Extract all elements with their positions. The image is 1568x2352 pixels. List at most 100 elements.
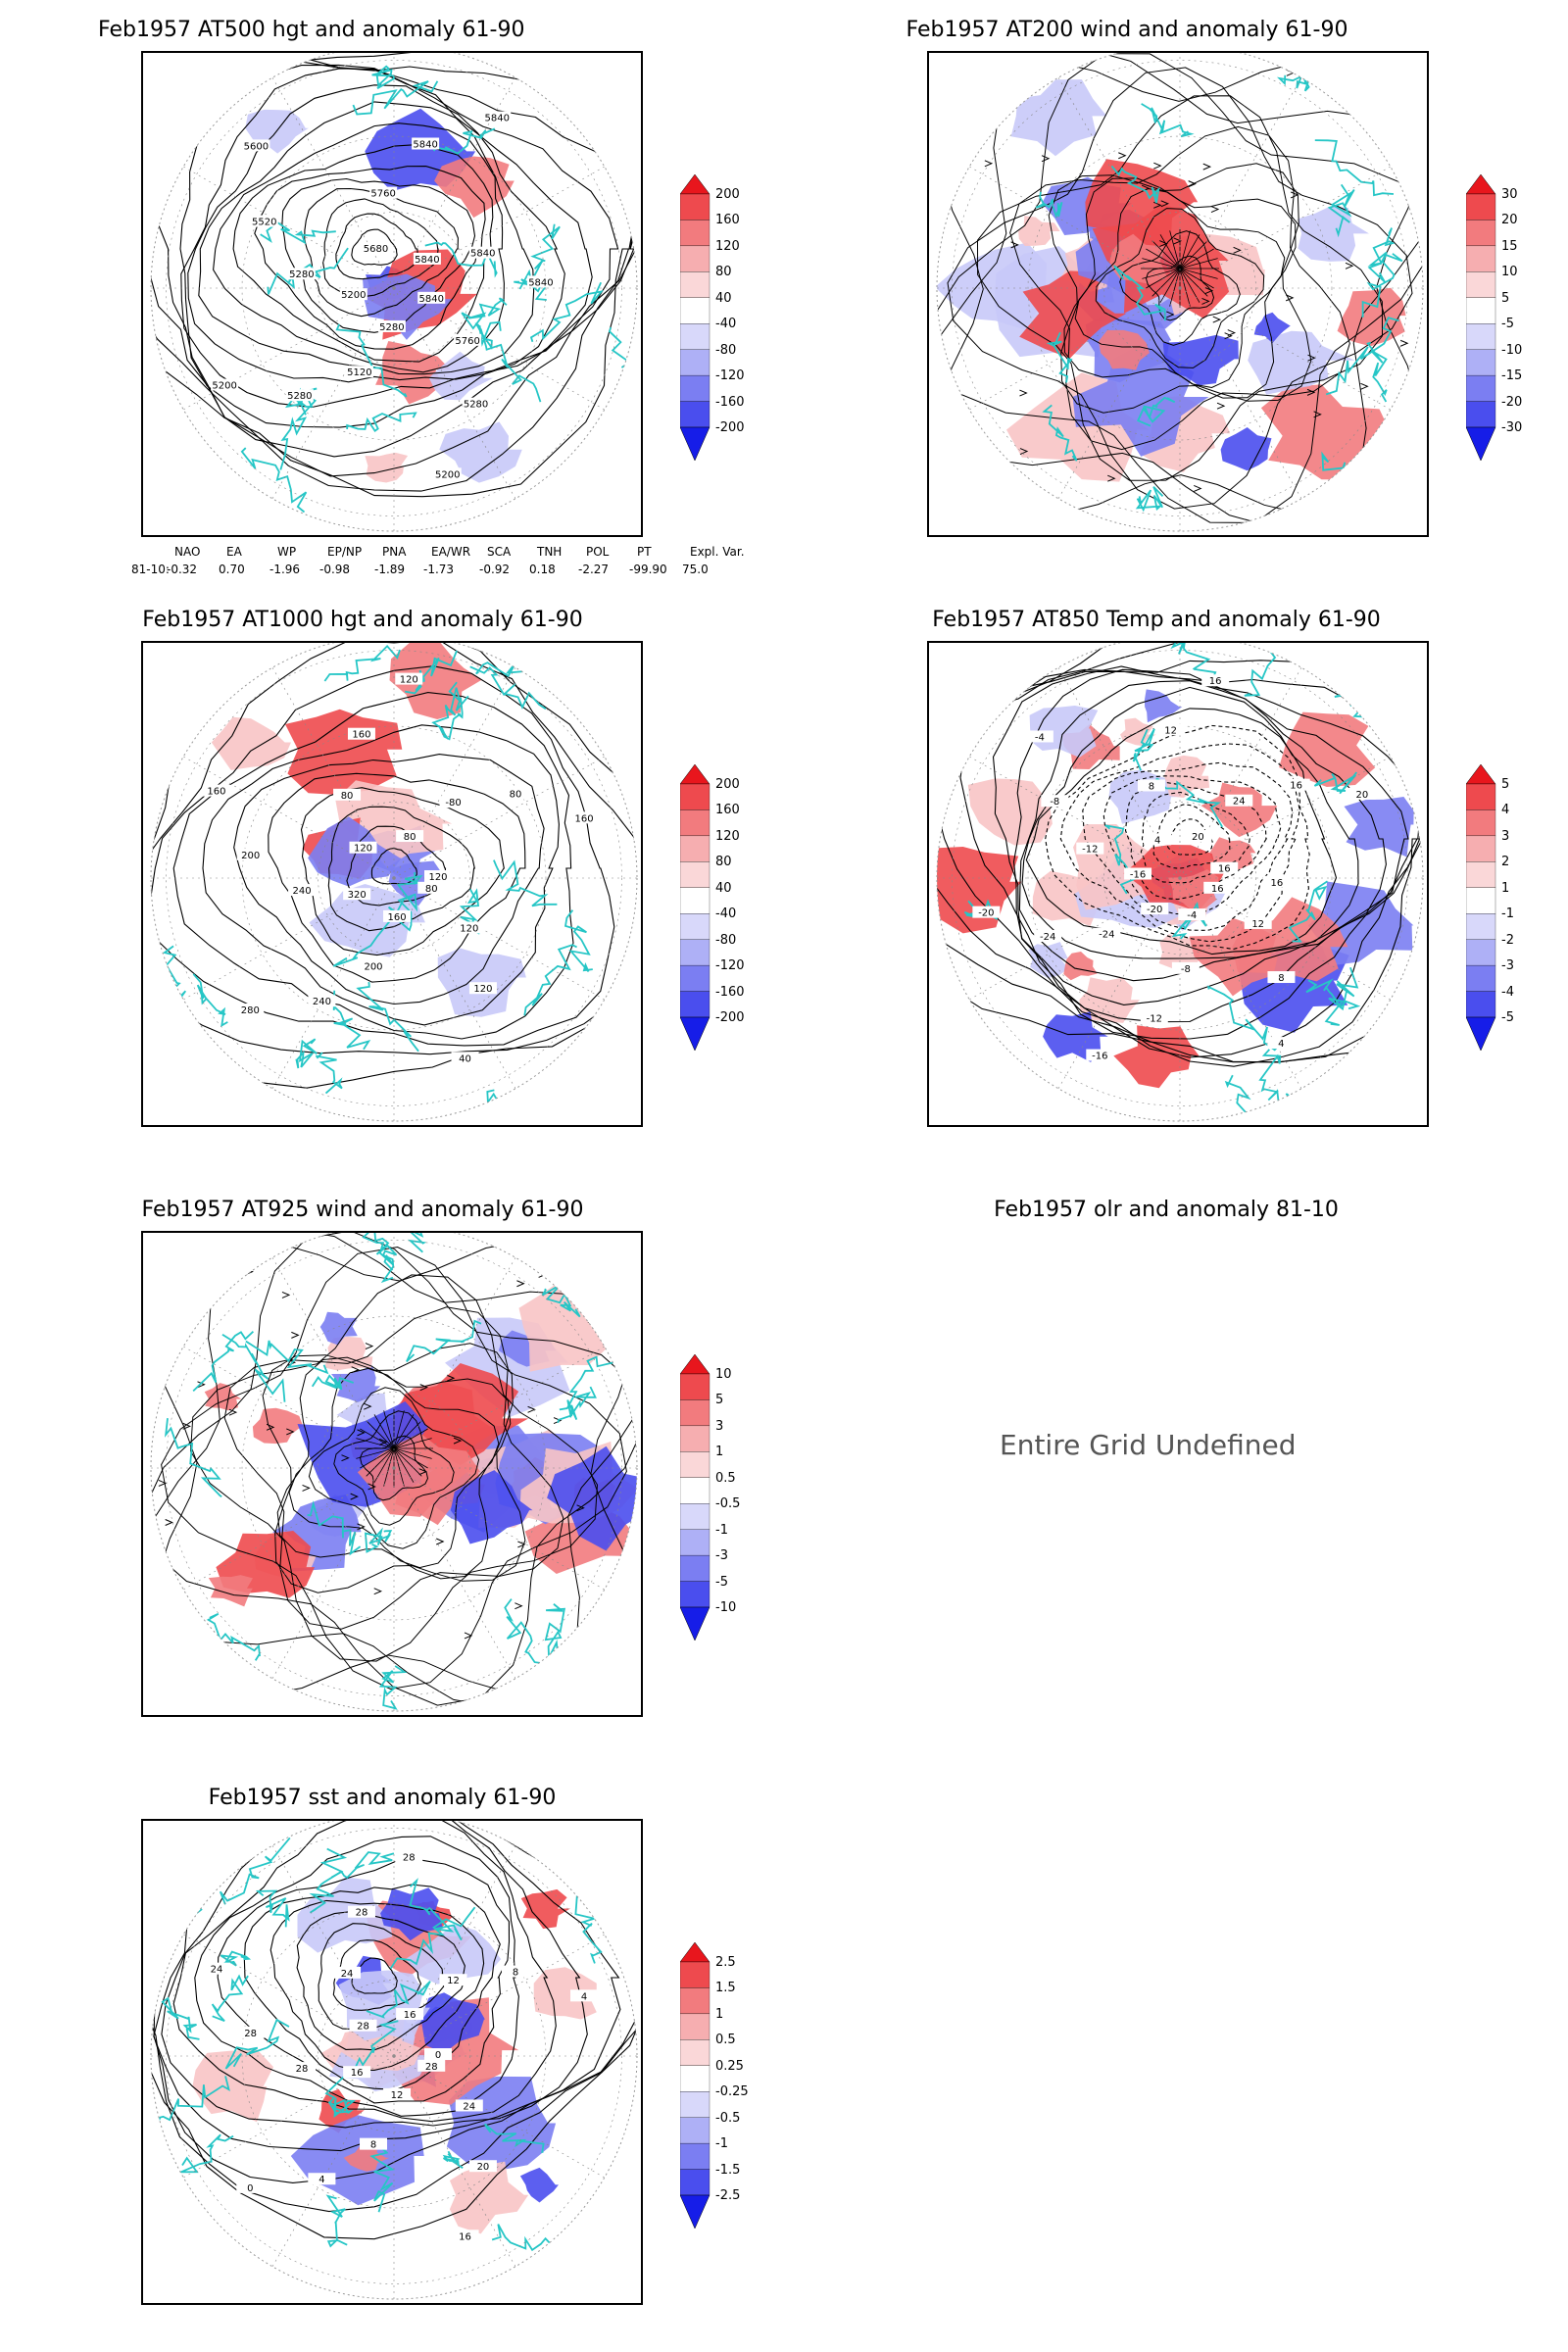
wind-arrow — [1019, 389, 1028, 397]
streamline — [1179, 230, 1191, 270]
wind-arrow — [350, 1493, 359, 1500]
wind-arrow — [446, 1374, 456, 1382]
contour-label: 12 — [1251, 919, 1264, 930]
colorbar-label: -80 — [715, 932, 737, 948]
coastline — [162, 945, 187, 1013]
colorbar-label: -40 — [715, 906, 737, 922]
streamline — [1119, 230, 1241, 346]
contour-label: 8 — [1149, 781, 1154, 792]
wind-arrow — [587, 1315, 597, 1323]
contour-line — [1059, 743, 1300, 943]
coastline — [405, 650, 458, 695]
contour-label-bg — [362, 242, 390, 255]
contour-label-bg — [288, 884, 317, 897]
coastline — [378, 1665, 408, 1710]
colorbar-label: -160 — [715, 984, 745, 1000]
wind-arrow — [419, 1384, 429, 1392]
streamline — [1179, 268, 1191, 307]
contour-label: 8 — [370, 2140, 376, 2151]
positive-anomaly — [1063, 952, 1098, 981]
positive-anomaly — [375, 341, 451, 405]
contour-label-bg — [343, 2066, 371, 2079]
contour-label: 16 — [351, 2068, 364, 2079]
wind-arrow — [1227, 329, 1237, 337]
contour-line — [151, 1821, 637, 2240]
colorbar-label: 1 — [715, 1445, 724, 1460]
colorbar: 10 5 3 1 0.5 -0.5 -1 -3 -5 -10 — [680, 1352, 768, 1642]
coastline — [219, 1837, 291, 1905]
contour-label-bg — [288, 2062, 317, 2075]
streamline — [1179, 268, 1218, 279]
positive-anomaly — [937, 847, 1022, 934]
colorbar-label: -5 — [1501, 317, 1514, 332]
streamline — [1179, 268, 1200, 303]
coastline — [1258, 1049, 1282, 1106]
contour-label: 4 — [1154, 835, 1160, 846]
latitude-circle — [241, 1315, 547, 1621]
contour-label: -8 — [1181, 964, 1191, 975]
positive-anomaly — [1098, 329, 1150, 370]
coastline — [523, 944, 577, 1016]
contour-label-bg — [236, 2026, 265, 2038]
contour-label: 24 — [463, 2101, 475, 2112]
colorbar-label: -5 — [715, 1574, 728, 1590]
streamline — [288, 1367, 500, 1569]
wind-arrow — [1153, 201, 1162, 209]
wind-arrow — [182, 1422, 191, 1430]
contour-label: -16 — [1092, 1052, 1107, 1062]
contour-label-bg — [1025, 730, 1054, 743]
contour-label-bg — [349, 841, 377, 854]
contour-label: 200 — [241, 851, 260, 861]
contour-label: -4 — [1035, 732, 1045, 743]
coastline — [1141, 103, 1195, 138]
contour-label-bg — [1282, 778, 1310, 791]
coastline — [1170, 643, 1217, 683]
contour-line — [1018, 680, 1387, 982]
coastline — [307, 1500, 362, 1556]
contour-label-bg — [1140, 1011, 1168, 1024]
coastline — [469, 665, 547, 710]
map-boundary — [150, 1821, 638, 2300]
contour-label-bg — [349, 2019, 377, 2032]
index-value: 75.0 — [682, 563, 709, 576]
contour-label-bg — [1156, 723, 1185, 736]
latitude-circle — [166, 60, 622, 516]
contour-label-bg — [333, 788, 362, 801]
panel-title: Feb1957 AT200 wind and anomaly 61-90 — [906, 18, 1348, 42]
coastline — [1367, 227, 1396, 283]
contour-line — [959, 668, 1423, 1040]
contour-line — [254, 166, 486, 350]
coastline — [474, 320, 502, 350]
colorbar-label: 15 — [1501, 238, 1518, 254]
contour-line — [161, 1821, 588, 2129]
contour-label: 5200 — [341, 290, 366, 301]
index-header: EA/WR — [431, 545, 471, 559]
index-header: TNH — [537, 545, 563, 559]
contour-label-bg — [1210, 861, 1239, 874]
wind-arrow — [943, 191, 953, 198]
index-value: -1.89 — [374, 563, 406, 576]
latitude-circle — [318, 802, 470, 955]
contour-label: 120 — [460, 923, 478, 934]
contour-label-bg — [502, 787, 530, 800]
wind-arrow — [1010, 241, 1019, 249]
contour-label-bg — [1267, 1037, 1296, 1050]
colorbar-label: 30 — [1501, 187, 1518, 202]
contour-label: 5760 — [455, 336, 479, 347]
contour-label-bg — [455, 921, 483, 934]
colorbar-label: -160 — [715, 394, 745, 410]
coastline — [1042, 404, 1078, 462]
contour-label: 28 — [244, 2029, 257, 2039]
coastline — [315, 1052, 343, 1095]
contour-label-bg — [1203, 881, 1232, 894]
positive-anomaly — [1200, 782, 1278, 838]
coastline — [459, 888, 481, 935]
contour-label: 120 — [354, 844, 372, 855]
contour-label-bg — [1348, 787, 1376, 800]
contour-label-bg — [1124, 867, 1152, 880]
colorbar: 30 20 15 10 5 -5 -10 -15 -20 -30 — [1466, 172, 1554, 462]
contour-label-bg — [502, 1965, 530, 1978]
coastline — [1113, 265, 1166, 321]
negative-anomaly — [420, 1992, 485, 2053]
positive-anomaly — [365, 452, 409, 483]
